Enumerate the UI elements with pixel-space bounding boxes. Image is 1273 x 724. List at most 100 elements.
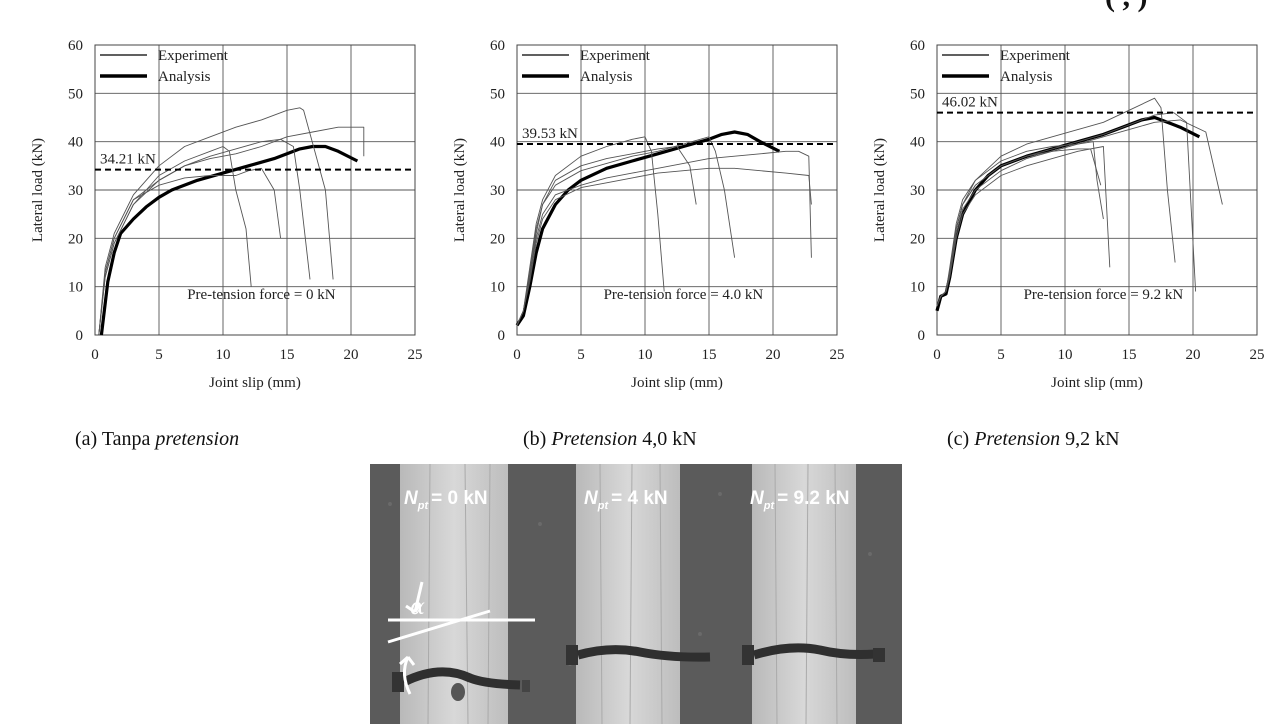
- series-analysis-a: [99, 144, 359, 336]
- ytick-c-1: 10: [910, 280, 925, 296]
- photo-label-1-n: N: [404, 488, 419, 509]
- photo-label-3-n: N: [750, 488, 765, 509]
- plot-frame-a: [94, 44, 416, 336]
- plot-frame-c: [936, 44, 1258, 336]
- ylabel-a: Lateral load (kN): [30, 138, 46, 242]
- annotation-a: Pre-tension force = 0 kN: [187, 287, 336, 303]
- annotation-b: Pre-tension force = 4.0 kN: [604, 287, 764, 303]
- xtick-b-3: 15: [702, 347, 717, 363]
- legend-label-experiment-b: Experiment: [580, 48, 651, 64]
- xlabel-a: Joint slip (mm): [209, 375, 301, 391]
- xtick-c-1: 5: [997, 347, 1005, 363]
- caption-a: (a) Tanpa pretension: [75, 428, 239, 451]
- xtick-c-5: 25: [1250, 347, 1265, 363]
- xtick-a-0: 0: [91, 347, 99, 363]
- ytick-c-3: 30: [910, 183, 925, 199]
- ytick-a-5: 50: [68, 86, 83, 102]
- series-experiment-1-a: [98, 146, 252, 336]
- ylabel-c: Lateral load (kN): [872, 138, 888, 242]
- legend-label-analysis-a: Analysis: [158, 69, 211, 85]
- xlabel-c: Joint slip (mm): [1051, 375, 1143, 391]
- photo-label-2-sub: pt: [597, 500, 610, 512]
- photo-label-3-sub: pt: [763, 500, 776, 512]
- ytick-a-2: 20: [68, 231, 83, 247]
- xtick-a-3: 15: [280, 347, 295, 363]
- svg-text:Npt= 4 kN: Npt = 4 kN: [584, 488, 668, 512]
- ytick-b-4: 40: [490, 135, 505, 151]
- ytick-a-4: 40: [68, 135, 83, 151]
- series-experiment-1-c: [936, 141, 1104, 307]
- series-experiment-5-a: [98, 167, 282, 336]
- xtick-a-2: 10: [216, 347, 231, 363]
- ytick-a-3: 30: [68, 183, 83, 199]
- caption-c-suffix: 9,2 kN: [1060, 428, 1120, 450]
- xtick-c-3: 15: [1122, 347, 1137, 363]
- chart-a-svg: 0 10 20 30 40 50 60 0 5 10 15 20 25 Joint slip (mm) La…: [30, 38, 423, 391]
- legend-label-analysis-c: Analysis: [1000, 69, 1053, 85]
- caption-b-suffix: 4,0 kN: [637, 428, 697, 450]
- series-experiment-5-b: [516, 167, 812, 326]
- ytick-b-1: 10: [490, 280, 505, 296]
- xtick-c-4: 20: [1186, 347, 1201, 363]
- annotation-c: Pre-tension force = 9.2 kN: [1024, 287, 1184, 303]
- caption-b: (b) Pretension 4,0 kN: [523, 428, 697, 451]
- ytick-c-2: 20: [910, 231, 925, 247]
- caption-a-prefix: (a) Tanpa: [75, 428, 156, 450]
- legend-label-experiment-c: Experiment: [1000, 48, 1071, 64]
- ytick-c-0: 0: [918, 328, 926, 344]
- legend-label-analysis-b: Analysis: [580, 69, 633, 85]
- chart-c-svg: 0 10 20 30 40 50 60 0 5 10 15 20 25 Joint slip (mm) La…: [872, 38, 1265, 391]
- series-experiment-6-c: [936, 146, 1111, 307]
- series-experiment-5-c: [936, 119, 1223, 307]
- xtick-c-2: 10: [1058, 347, 1073, 363]
- caption-b-italic: Pretension: [551, 428, 638, 450]
- caption-a-italic: pretension: [155, 428, 240, 450]
- ytick-b-5: 50: [490, 86, 505, 102]
- ytick-c-4: 40: [910, 135, 925, 151]
- specimen-photo-svg: α Npt = 0 kN Npt = 4 kN Npt = 9.2 kN: [370, 464, 902, 724]
- chart-panel-a: 0 10 20 30 40 50 60 0 5 10 15 20 25 Joint slip (mm) La…: [0, 0, 430, 425]
- photo-label-2-n: N: [584, 488, 599, 509]
- xtick-b-0: 0: [513, 347, 521, 363]
- svg-text:Npt= 0 kN: Npt = 0 kN: [404, 488, 488, 512]
- plot-frame-b: [516, 44, 838, 336]
- ytick-b-0: 0: [498, 328, 506, 344]
- threshold-label-c: 46.02 kN: [942, 95, 998, 111]
- wood-knot: [451, 683, 465, 701]
- ytick-c-5: 50: [910, 86, 925, 102]
- ytick-b-6: 60: [490, 38, 505, 54]
- xtick-a-5: 25: [408, 347, 423, 363]
- caption-b-prefix: (b): [523, 428, 552, 450]
- bolt-3: [742, 643, 885, 665]
- series-analysis-b: [515, 130, 781, 327]
- photo-label-2-val: = 4 kN: [611, 488, 668, 509]
- clipped-top-text: ( , ): [1105, 0, 1147, 14]
- photo-label-1-sub: pt: [417, 500, 430, 512]
- specimen-photo: α Npt = 0 kN Npt = 4 kN Npt = 9.2 kN: [370, 464, 902, 724]
- xtick-c-0: 0: [933, 347, 941, 363]
- bolt-2: [566, 645, 711, 665]
- bolt-1: [392, 667, 530, 692]
- photo-label-1-val: = 0 kN: [431, 488, 488, 509]
- series-experiment-1-b: [516, 136, 665, 326]
- wood-strip-2: [576, 464, 680, 724]
- series-experiment-3-c: [936, 97, 1176, 307]
- xtick-b-4: 20: [766, 347, 781, 363]
- xlabel-b: Joint slip (mm): [631, 375, 723, 391]
- angle-marker: [387, 581, 535, 695]
- ytick-c-6: 60: [910, 38, 925, 54]
- xtick-b-1: 5: [577, 347, 585, 363]
- legend-label-experiment-a: Experiment: [158, 48, 229, 64]
- threshold-label-b: 39.53 kN: [522, 126, 578, 142]
- threshold-label-a: 34.21 kN: [100, 152, 156, 168]
- series-experiment-3-a: [98, 107, 334, 336]
- xtick-a-4: 20: [344, 347, 359, 363]
- series-experiment-2-c: [936, 148, 1102, 307]
- series-experiment-4-b: [516, 150, 812, 326]
- ytick-a-6: 60: [68, 38, 83, 54]
- ytick-b-2: 20: [490, 231, 505, 247]
- ytick-b-3: 30: [490, 183, 505, 199]
- ytick-a-0: 0: [76, 328, 84, 344]
- angle-symbol: α: [410, 595, 425, 620]
- chart-panel-c: 0 10 20 30 40 50 60 0 5 10 15 20 25 Joint slip (mm) La…: [845, 0, 1273, 425]
